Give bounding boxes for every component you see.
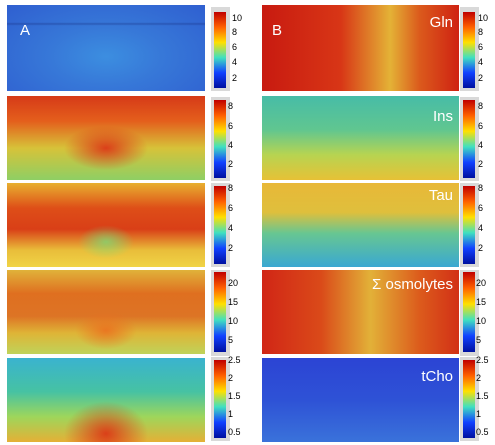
metabolite-label-sigma-osmolytes: Σ osmolytes (372, 276, 453, 293)
colorbar-a-row2 (214, 100, 226, 178)
metabolite-label-tcho: tCho (421, 368, 453, 385)
tick-a-r3-4: 2 (228, 243, 234, 253)
panel-a-row3-map (7, 183, 205, 267)
tick-a-r2-2: 6 (228, 121, 234, 131)
tick-b-r2-1: 8 (478, 101, 484, 111)
tick-b-r3-2: 6 (478, 203, 484, 213)
colorbar-b-row2 (463, 100, 475, 178)
tick-b-r4-2: 15 (476, 297, 487, 307)
panel-b-row1-map (262, 5, 459, 91)
panel-a-row2-map (7, 96, 205, 180)
panel-b-row3-map (262, 183, 459, 267)
tick-a-r1-1: 10 (232, 13, 243, 23)
tick-b-r2-3: 4 (478, 140, 484, 150)
tick-b-r2-2: 6 (478, 121, 484, 131)
tick-b-r3-1: 8 (478, 183, 484, 193)
tick-b-r3-3: 4 (478, 223, 484, 233)
tick-b-r1-2: 8 (478, 27, 484, 37)
tick-b-r4-1: 20 (476, 278, 487, 288)
panel-b-label: B (272, 22, 283, 39)
tick-a-r4-1: 20 (228, 278, 239, 288)
colorbar-a-row1 (214, 12, 226, 88)
tick-a-r1-2: 8 (232, 27, 238, 37)
tick-b-r2-4: 2 (478, 159, 484, 169)
panel-a-row4-map (7, 270, 205, 354)
colorbar-a-row5 (214, 360, 226, 438)
metabolite-label-ins: Ins (432, 108, 453, 125)
panel-a-row1-map (7, 5, 205, 91)
tick-b-r1-1: 10 (478, 13, 489, 23)
tick-b-r5-1: 2.5 (476, 355, 489, 365)
tick-a-r3-2: 6 (228, 203, 234, 213)
panel-b-row5-map (262, 358, 459, 442)
tick-b-r5-3: 1.5 (476, 391, 489, 401)
metabolite-label-tau: Tau (428, 187, 453, 204)
tick-b-r4-4: 5 (476, 335, 482, 345)
tick-a-r4-3: 10 (228, 316, 239, 326)
tick-a-r2-1: 8 (228, 101, 234, 111)
tick-a-r2-4: 2 (228, 159, 234, 169)
tick-a-r2-3: 4 (228, 140, 234, 150)
colorbar-a-row4 (214, 272, 226, 352)
tick-a-r5-1: 2.5 (228, 355, 241, 365)
tick-b-r5-4: 1 (476, 409, 482, 419)
colorbar-b-row5 (463, 360, 475, 438)
panel-b-row4-map (262, 270, 459, 354)
tick-b-r1-3: 6 (478, 42, 484, 52)
colorbar-b-row3 (463, 186, 475, 264)
tick-a-r4-4: 5 (228, 335, 234, 345)
tick-a-r5-5: 0.5 (228, 427, 241, 437)
tick-b-r3-4: 2 (478, 243, 484, 253)
tick-a-r3-3: 4 (228, 223, 234, 233)
tick-b-r5-5: 0.5 (476, 427, 489, 437)
tick-a-r5-2: 2 (228, 373, 234, 383)
tick-b-r5-2: 2 (476, 373, 482, 383)
tick-b-r1-5: 2 (478, 73, 484, 83)
colorbar-b-row1 (463, 12, 475, 88)
tick-a-r4-2: 15 (228, 297, 239, 307)
panel-a-label: A (20, 22, 31, 39)
tick-b-r1-4: 4 (478, 57, 484, 67)
panel-a-row5-map (7, 358, 205, 442)
colorbar-a-row3 (214, 186, 226, 264)
tick-a-r1-5: 2 (232, 73, 238, 83)
colorbar-b-row4 (463, 272, 475, 352)
tick-a-r1-3: 6 (232, 42, 238, 52)
metabolite-label-gln: Gln (429, 14, 453, 31)
tick-a-r1-4: 4 (232, 57, 238, 67)
tick-a-r5-4: 1 (228, 409, 234, 419)
panel-b-row2-map (262, 96, 459, 180)
tick-a-r5-3: 1.5 (228, 391, 241, 401)
tick-b-r4-3: 10 (476, 316, 487, 326)
tick-a-r3-1: 8 (228, 183, 234, 193)
